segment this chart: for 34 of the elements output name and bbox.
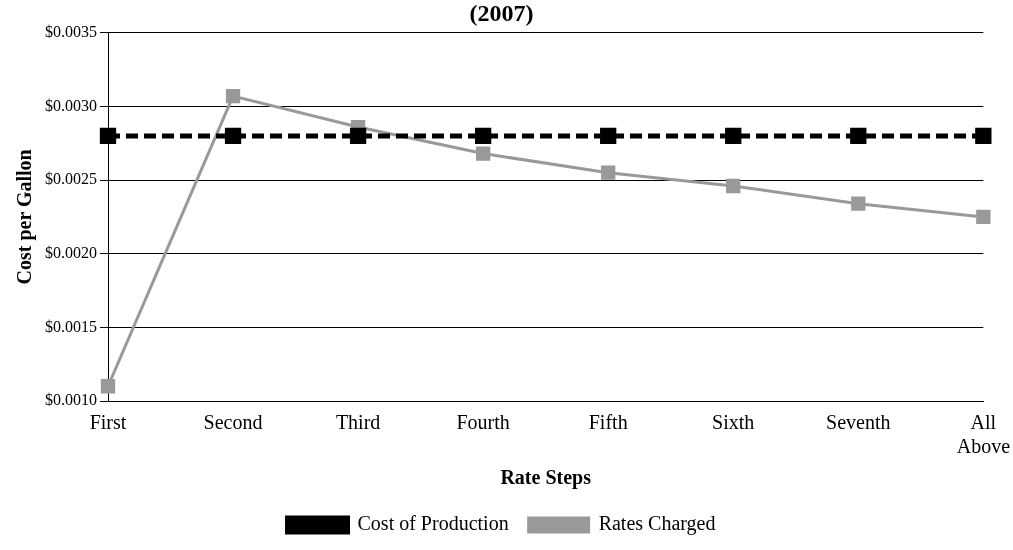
y-tick-label: $0.0015 <box>45 317 97 335</box>
legend-label: Cost of Production <box>357 512 509 535</box>
point <box>975 127 992 145</box>
point <box>224 127 242 145</box>
chart-title: (2007) <box>469 0 534 26</box>
x-axis-title: Rate Steps <box>500 466 592 490</box>
point <box>474 127 492 145</box>
x-tick-label: Third <box>335 411 381 434</box>
point <box>851 196 866 211</box>
y-tick-label: $0.0020 <box>45 243 97 261</box>
y-tick-label: $0.0025 <box>45 170 97 188</box>
x-tick-label: All Above <box>956 411 1011 458</box>
point <box>726 178 741 194</box>
x-tick-label: First <box>89 411 127 434</box>
point <box>475 146 491 161</box>
y-tick-label: $0.0010 <box>45 391 97 409</box>
point <box>225 88 241 104</box>
point <box>976 209 991 225</box>
point <box>850 127 867 145</box>
y-axis-title: Cost per Gallon <box>13 149 37 285</box>
x-tick-label: Seventh <box>826 411 891 434</box>
point <box>349 127 367 145</box>
x-tick-label: Fourth <box>456 411 510 434</box>
y-tick-label: $0.0030 <box>45 96 97 114</box>
point <box>600 127 617 145</box>
point <box>601 165 616 180</box>
point <box>100 379 116 394</box>
point <box>99 127 117 145</box>
legend-label: Rates Charged <box>598 512 716 536</box>
y-tick-label: $0.0035 <box>45 23 97 40</box>
x-tick-label: Sixth <box>712 411 755 434</box>
point <box>725 127 742 145</box>
x-tick-label: Fifth <box>588 411 628 434</box>
x-tick-label: Second <box>203 411 263 434</box>
